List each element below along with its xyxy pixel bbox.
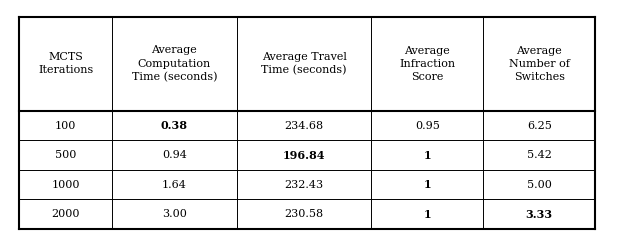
Text: 2000: 2000 — [51, 209, 80, 219]
Text: 100: 100 — [55, 121, 76, 131]
Text: 6.25: 6.25 — [527, 121, 552, 131]
Text: 500: 500 — [55, 150, 76, 160]
Text: Average
Number of
Switches: Average Number of Switches — [509, 46, 570, 82]
Text: 230.58: 230.58 — [284, 209, 324, 219]
Text: 0.95: 0.95 — [415, 121, 440, 131]
Text: MCTS
Iterations: MCTS Iterations — [38, 52, 93, 75]
Text: Average Travel
Time (seconds): Average Travel Time (seconds) — [261, 52, 347, 76]
Text: 0.94: 0.94 — [162, 150, 187, 160]
Text: 1: 1 — [424, 209, 431, 220]
Text: 3.33: 3.33 — [525, 209, 553, 220]
Text: 232.43: 232.43 — [284, 180, 324, 190]
Text: 5.42: 5.42 — [527, 150, 552, 160]
Text: 0.38: 0.38 — [161, 120, 188, 131]
Text: 1000: 1000 — [51, 180, 80, 190]
Text: 196.84: 196.84 — [283, 150, 325, 161]
Text: 1: 1 — [424, 150, 431, 161]
Text: 3.00: 3.00 — [162, 209, 187, 219]
Text: 1.64: 1.64 — [162, 180, 187, 190]
Text: 1: 1 — [424, 179, 431, 190]
Text: 5.00: 5.00 — [527, 180, 552, 190]
Text: 234.68: 234.68 — [284, 121, 324, 131]
Text: Average
Infraction
Score: Average Infraction Score — [399, 46, 455, 82]
Text: Average
Computation
Time (seconds): Average Computation Time (seconds) — [132, 45, 217, 82]
